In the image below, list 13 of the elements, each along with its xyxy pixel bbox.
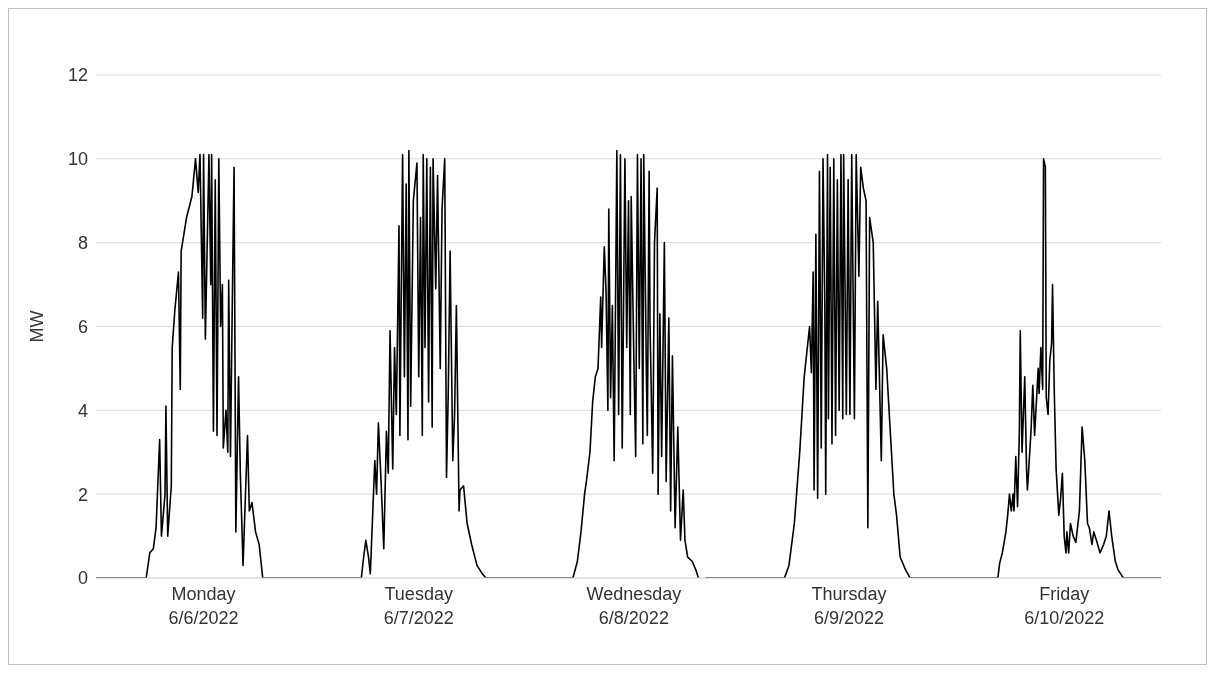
x-tick-label: Tuesday 6/7/2022 <box>383 584 454 628</box>
y-tick-label: 0 <box>77 568 88 589</box>
y-axis-title: MW <box>27 310 48 343</box>
y-tick-label: 2 <box>77 484 88 505</box>
y-tick-label: 8 <box>77 233 88 254</box>
x-tick-label: Thursday 6/9/2022 <box>811 584 887 628</box>
y-tick-label: 6 <box>77 316 88 337</box>
y-tick-label: 10 <box>67 149 88 170</box>
x-tick-label: Wednesday 6/8/2022 <box>586 584 682 628</box>
y-tick-label: 4 <box>77 400 88 421</box>
x-tick-label: Monday 6/6/2022 <box>168 584 239 628</box>
x-tick-label: Friday 6/10/2022 <box>1024 584 1105 628</box>
y-tick-label: 12 <box>67 65 88 86</box>
